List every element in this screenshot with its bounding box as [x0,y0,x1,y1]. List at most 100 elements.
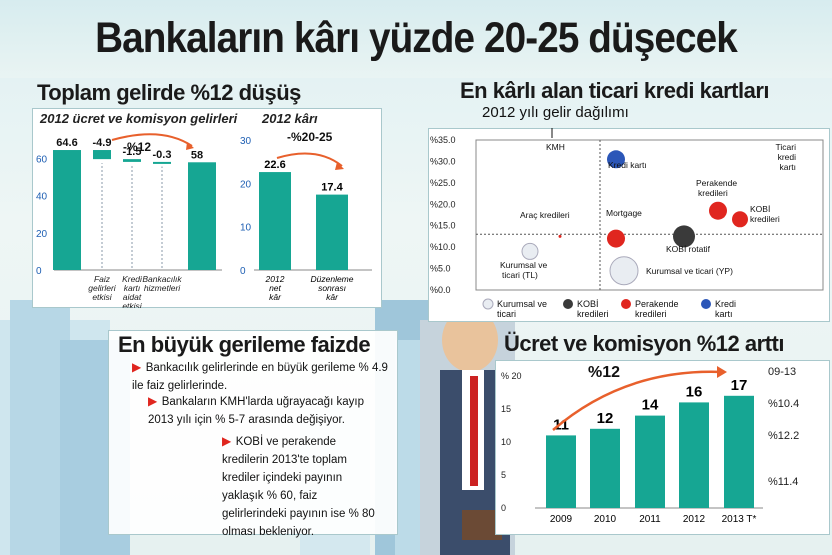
y-tick-label: %20.0 [430,199,456,209]
bar [546,435,576,508]
data-label: 58 [191,149,203,161]
y-tick-label: 20 [240,179,252,190]
x-tick-label: Kredi [122,274,143,284]
panel5-side-label: %11.4 [768,476,799,488]
y-tick-label: 30 [240,136,252,147]
y-tick-label: 15 [501,404,511,414]
label-perakende: kredileri [698,188,728,198]
bar [93,150,111,160]
x-tick-label: gelirleri [88,283,117,293]
data-label: 17.4 [321,182,343,194]
label-perakende: Perakende [696,178,737,188]
point-perakende [709,201,727,220]
bar [53,150,81,270]
label-kobi: kredileri [750,214,780,224]
trend-arrow [276,152,343,167]
x-tick-label: 2012 [265,274,285,284]
panel5-side-label: %10.4 [768,398,800,410]
arrow-head-icon [717,366,727,378]
x-tick-label: sonrası [318,283,346,293]
panel4-heading: En büyük gerileme faizde [118,332,371,357]
legend-label: kredileri [577,309,609,319]
chart-gelir-dagilimi: %35.0 %30.0 %25.0 %20.0 %15.0 %10.0 %5.0 %0.0 KM… [430,128,824,319]
y-tick-label: 10 [240,223,252,234]
bar [724,395,754,508]
trend-arrow [111,133,193,147]
label-kmh: KMH [546,142,565,152]
y-tick-label: 20 [36,229,48,240]
data-label: -4.9 [93,137,112,149]
legend-label: Kurumsal ve [497,299,547,309]
bar [153,161,171,164]
arrow-head-icon [186,142,194,150]
panel5-side-title: 09-13 [768,366,797,378]
legend-swatch [482,298,494,310]
bar [316,194,348,270]
panel3-heading: En kârlı alan ticari kredi kartları [460,78,770,103]
x-tick-label: 2010 [594,514,617,525]
x-tick-label: 2009 [550,514,573,525]
label-arac: Araç kredileri [520,210,570,220]
x-tick-label: kartı [124,283,141,293]
y-tick-label: %15.0 [430,221,456,231]
bullet-triangle-icon: ▶ [148,394,158,408]
x-tick-label: aidat [123,292,142,302]
chart-ucret-artis: % 20151050112009122010142011162012172013… [501,366,763,525]
legend-label: kredileri [635,309,667,319]
bar [188,162,216,270]
panel5-side-label: %12.2 [768,430,800,442]
point-kurumsal-yp [609,256,639,286]
legend-swatch [621,299,631,309]
label-kobi: KOBİ [750,204,770,214]
y-tick-label: 10 [501,437,511,447]
label-kredi-karti: Kredi kartı [608,160,647,170]
label-ticari-karti: Ticari [776,142,797,152]
y-tick-label: 40 [36,192,48,203]
data-label: -0.3 [153,149,172,161]
panel1-heading: Toplam gelirde %12 düşüş [37,80,301,105]
legend-swatch [563,299,573,309]
legend-swatch [701,299,711,309]
panel3-subtitle: 2012 yılı gelir dağılımı [482,104,629,121]
legend-label: Kredi [715,299,736,309]
bar [259,172,291,270]
label-ticari-karti: kredi [778,152,797,162]
legend-label: Perakende [635,299,679,309]
x-tick-label: Bankacılık [142,274,182,284]
data-label: -1.5 [123,146,142,158]
y-tick-label: % 20 [501,371,522,381]
label-kurumsal-yp: Kurumsal ve ticari (YP) [646,266,733,276]
point-kobi [732,211,748,228]
panel2-subtitle: 2012 kârı [262,111,318,126]
x-tick-label: Faiz [94,274,111,284]
panel1-subtitle: 2012 ücret ve komisyon gelirleri [40,111,238,126]
main-title: Bankaların kârı yüzde 20-25 düşecek [95,14,738,62]
y-tick-label: %0.0 [430,285,451,295]
panel1-change-label: -%12 [123,140,152,154]
point-arac [558,234,562,238]
x-tick-label: kâr [326,292,339,302]
legend-label: ticari [497,309,516,319]
y-tick-label: 5 [501,470,506,480]
x-tick-label: etkisi [122,301,142,308]
trend-arrow [552,370,724,431]
point-mortgage [607,229,625,248]
bullet-text-2: Bankaların KMH'larda uğrayacağı kayıp 20… [148,396,364,426]
panel4-bullet-1: ▶ Bankacılık gelirlerinde en büyük geril… [132,358,392,394]
y-tick-label: %10.0 [430,242,456,252]
panel4-bullet-3: ▶ KOBİ ve perakende kredilerin 2013'te t… [222,432,382,540]
data-label: 12 [597,410,614,427]
label-kurumsal-tl: ticari (TL) [502,270,538,280]
data-label: 16 [686,383,703,400]
x-tick-label: Düzenleme [311,274,354,284]
y-tick-label: %35.0 [430,135,456,145]
y-tick-label: %30.0 [430,156,456,166]
label-kobi-rotatif: KOBİ rotatif [666,244,711,254]
x-tick-label: 2011 [639,514,661,525]
y-tick-label: 60 [36,155,48,166]
panel2-change-label: -%20-25 [287,130,333,144]
bar [679,402,709,508]
bullet-text-1: Bankacılık gelirlerinde en büyük gerilem… [132,362,388,392]
bullet-triangle-icon: ▶ [222,434,232,448]
y-tick-label: 0 [501,503,506,513]
